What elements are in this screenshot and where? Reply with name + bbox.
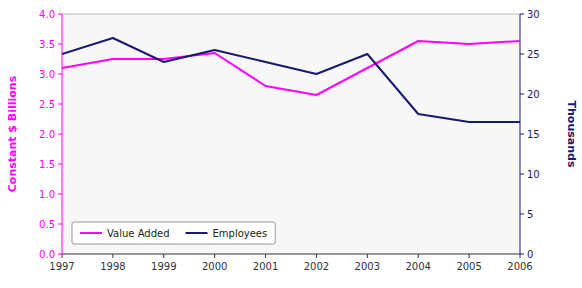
y-tick bbox=[58, 74, 62, 75]
x-tick bbox=[469, 254, 470, 258]
y-tick-label: 2.5 bbox=[39, 99, 55, 110]
top-frame bbox=[62, 14, 520, 15]
chart: 1997199819992000200120022003200420052006… bbox=[0, 0, 582, 288]
y-tick bbox=[58, 44, 62, 45]
y2-tick bbox=[520, 134, 524, 135]
x-tick bbox=[520, 254, 521, 258]
y2-tick bbox=[520, 94, 524, 95]
x-tick bbox=[62, 254, 63, 258]
y-tick-label: 1.5 bbox=[39, 159, 55, 170]
y2-tick-label: 20 bbox=[527, 89, 540, 100]
y2-tick-label: 25 bbox=[527, 49, 540, 60]
y2-tick bbox=[520, 54, 524, 55]
x-tick-label: 2002 bbox=[304, 261, 329, 272]
x-tick-label: 1999 bbox=[151, 261, 176, 272]
x-tick bbox=[112, 254, 113, 258]
plot-background bbox=[62, 14, 520, 254]
x-tick-label: 2005 bbox=[456, 261, 481, 272]
y-tick-label: 3.5 bbox=[39, 39, 55, 50]
x-tick-label: 2000 bbox=[202, 261, 227, 272]
legend-swatch bbox=[80, 232, 102, 234]
x-tick bbox=[265, 254, 266, 258]
y-tick-label: 4.0 bbox=[39, 9, 55, 20]
x-tick bbox=[214, 254, 215, 258]
legend: Value Added Employees bbox=[72, 222, 275, 244]
x-tick-label: 2006 bbox=[507, 261, 532, 272]
x-tick bbox=[163, 254, 164, 258]
y-tick bbox=[58, 134, 62, 135]
x-tick-label: 2003 bbox=[355, 261, 380, 272]
y-tick bbox=[58, 14, 62, 15]
y2-tick-label: 10 bbox=[527, 169, 540, 180]
plot-lines bbox=[62, 38, 520, 122]
y-tick bbox=[58, 164, 62, 165]
legend-label: Value Added bbox=[107, 228, 170, 239]
x-tick bbox=[418, 254, 419, 258]
y2-tick bbox=[520, 254, 524, 255]
y-tick-label: 0.0 bbox=[39, 249, 55, 260]
x-tick-label: 1998 bbox=[100, 261, 125, 272]
y2-tick bbox=[520, 14, 524, 15]
x-tick-label: 2004 bbox=[405, 261, 430, 272]
y2-tick-label: 15 bbox=[527, 129, 540, 140]
x-tick bbox=[367, 254, 368, 258]
y-tick bbox=[58, 224, 62, 225]
legend-label: Employees bbox=[213, 228, 268, 239]
y-tick bbox=[58, 104, 62, 105]
y-tick bbox=[58, 194, 62, 195]
x-tick bbox=[316, 254, 317, 258]
y2-tick bbox=[520, 214, 524, 215]
y-tick-label: 0.5 bbox=[39, 219, 55, 230]
y2-tick bbox=[520, 174, 524, 175]
y2-tick-label: 30 bbox=[527, 9, 540, 20]
series-line bbox=[62, 38, 520, 122]
y2-axis-label: Thousands bbox=[565, 101, 578, 168]
y-tick-label: 2.0 bbox=[39, 129, 55, 140]
y2-tick-label: 0 bbox=[527, 249, 533, 260]
x-axis-line bbox=[62, 254, 520, 255]
y-tick-label: 3.0 bbox=[39, 69, 55, 80]
x-tick-label: 1997 bbox=[49, 261, 74, 272]
y2-tick-label: 5 bbox=[527, 209, 533, 220]
legend-swatch bbox=[186, 232, 208, 234]
x-tick-label: 2001 bbox=[253, 261, 278, 272]
y-tick bbox=[58, 254, 62, 255]
y-tick-label: 1.0 bbox=[39, 189, 55, 200]
legend-box bbox=[72, 222, 275, 244]
y-axis-label: Constant $ Billions bbox=[6, 75, 19, 192]
